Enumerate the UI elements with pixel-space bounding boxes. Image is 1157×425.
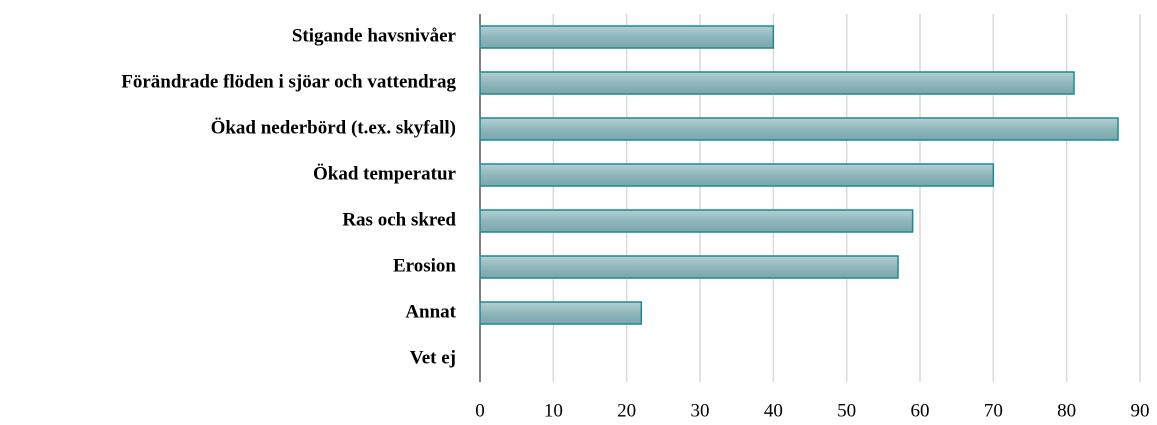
y-tick-label: Ökad nederbörd (t.ex. skyfall) xyxy=(211,117,456,138)
x-tick-label: 10 xyxy=(544,400,563,421)
x-tick-label: 0 xyxy=(475,400,485,421)
x-tick-label: 70 xyxy=(984,400,1003,421)
bar xyxy=(479,71,1075,95)
y-tick-label: Ras och skred xyxy=(342,209,456,230)
bar xyxy=(479,255,899,279)
bar xyxy=(479,301,643,325)
y-tick-label: Vet ej xyxy=(410,347,456,368)
x-tick-label: 20 xyxy=(617,400,636,421)
x-tick-label: 80 xyxy=(1057,400,1076,421)
y-tick-label: Stigande havsnivåer xyxy=(292,25,457,46)
bar xyxy=(479,209,914,233)
y-tick-label: Ökad temperatur xyxy=(313,163,457,184)
x-tick-label: 30 xyxy=(691,400,710,421)
y-tick-label: Förändrade flöden i sjöar och vattendrag xyxy=(121,71,456,92)
x-tick-label: 50 xyxy=(837,400,856,421)
bar xyxy=(479,117,1119,141)
y-tick-label: Annat xyxy=(405,301,456,322)
x-tick-label: 40 xyxy=(764,400,783,421)
x-tick-label: 60 xyxy=(911,400,930,421)
x-tick-label: 90 xyxy=(1131,400,1150,421)
bar xyxy=(479,25,775,49)
bar xyxy=(479,163,995,187)
y-tick-label: Erosion xyxy=(393,255,456,276)
